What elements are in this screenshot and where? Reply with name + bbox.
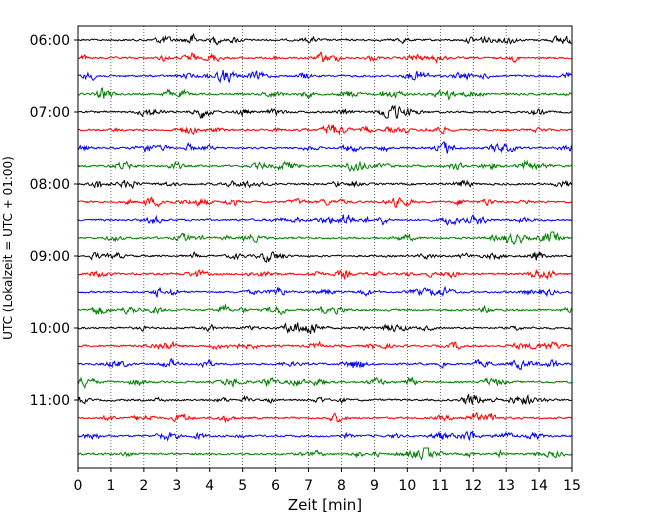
x-axis-label: Zeit [min]	[288, 496, 362, 514]
y-tick-label: 07:00	[30, 105, 70, 121]
x-tick-label: 3	[172, 478, 181, 494]
trace-1045	[77, 376, 573, 390]
x-tick-label: 1	[106, 478, 115, 494]
trace-0945	[77, 303, 573, 315]
x-tick-label: 5	[238, 478, 247, 494]
trace-1115	[77, 411, 573, 424]
trace-0645	[77, 87, 573, 101]
trace-0730	[77, 141, 573, 154]
trace-0745	[77, 159, 573, 173]
grid-lines	[110, 26, 540, 468]
x-tick-label: 4	[205, 478, 214, 494]
trace-1130	[77, 430, 573, 442]
trace-0615	[77, 51, 573, 65]
y-tick-label: 09:00	[30, 249, 70, 265]
trace-1030	[77, 357, 573, 371]
y-tick-label: 11:00	[30, 393, 70, 409]
trace-series	[77, 32, 573, 461]
x-tick-label: 10	[398, 478, 416, 494]
trace-0715	[77, 123, 573, 136]
x-tick-label: 11	[431, 478, 449, 494]
x-tick-label: 6	[271, 478, 280, 494]
trace-1000	[77, 322, 573, 335]
x-tick-label: 0	[74, 478, 83, 494]
y-tick-label: 10:00	[30, 321, 70, 337]
y-tick-label: 06:00	[30, 33, 70, 49]
trace-0600	[77, 32, 573, 46]
x-tick-label: 7	[304, 478, 313, 494]
y-axis-label: UTC (Lokalzeit = UTC + 01:00)	[1, 156, 15, 340]
x-tick-label: 12	[464, 478, 482, 494]
trace-0630	[77, 69, 573, 84]
trace-0930	[77, 285, 573, 299]
x-tick-label: 8	[337, 478, 346, 494]
trace-0800	[77, 179, 573, 190]
trace-0700	[77, 104, 573, 119]
y-tick-label: 08:00	[30, 177, 70, 193]
x-tick-label: 14	[530, 478, 548, 494]
y-axis-ticks: 06:00 07:00 08:00 09:00 10:00 11:00	[30, 33, 78, 409]
trace-1100	[77, 393, 573, 406]
trace-1015	[77, 340, 573, 351]
trace-0900	[77, 251, 573, 263]
trace-0915	[77, 268, 573, 281]
trace-1145	[77, 447, 573, 461]
trace-0845	[77, 231, 573, 245]
plot-frame	[77, 25, 573, 469]
trace-0815	[77, 196, 573, 208]
x-tick-label: 9	[370, 478, 379, 494]
x-tick-label: 15	[563, 478, 581, 494]
trace-0830	[77, 213, 573, 226]
x-tick-label: 2	[139, 478, 148, 494]
x-tick-label: 13	[497, 478, 515, 494]
x-axis-ticks: 0 1 2 3 4 5 6 7 8 9 10 11 12 13 14 15	[74, 468, 581, 494]
